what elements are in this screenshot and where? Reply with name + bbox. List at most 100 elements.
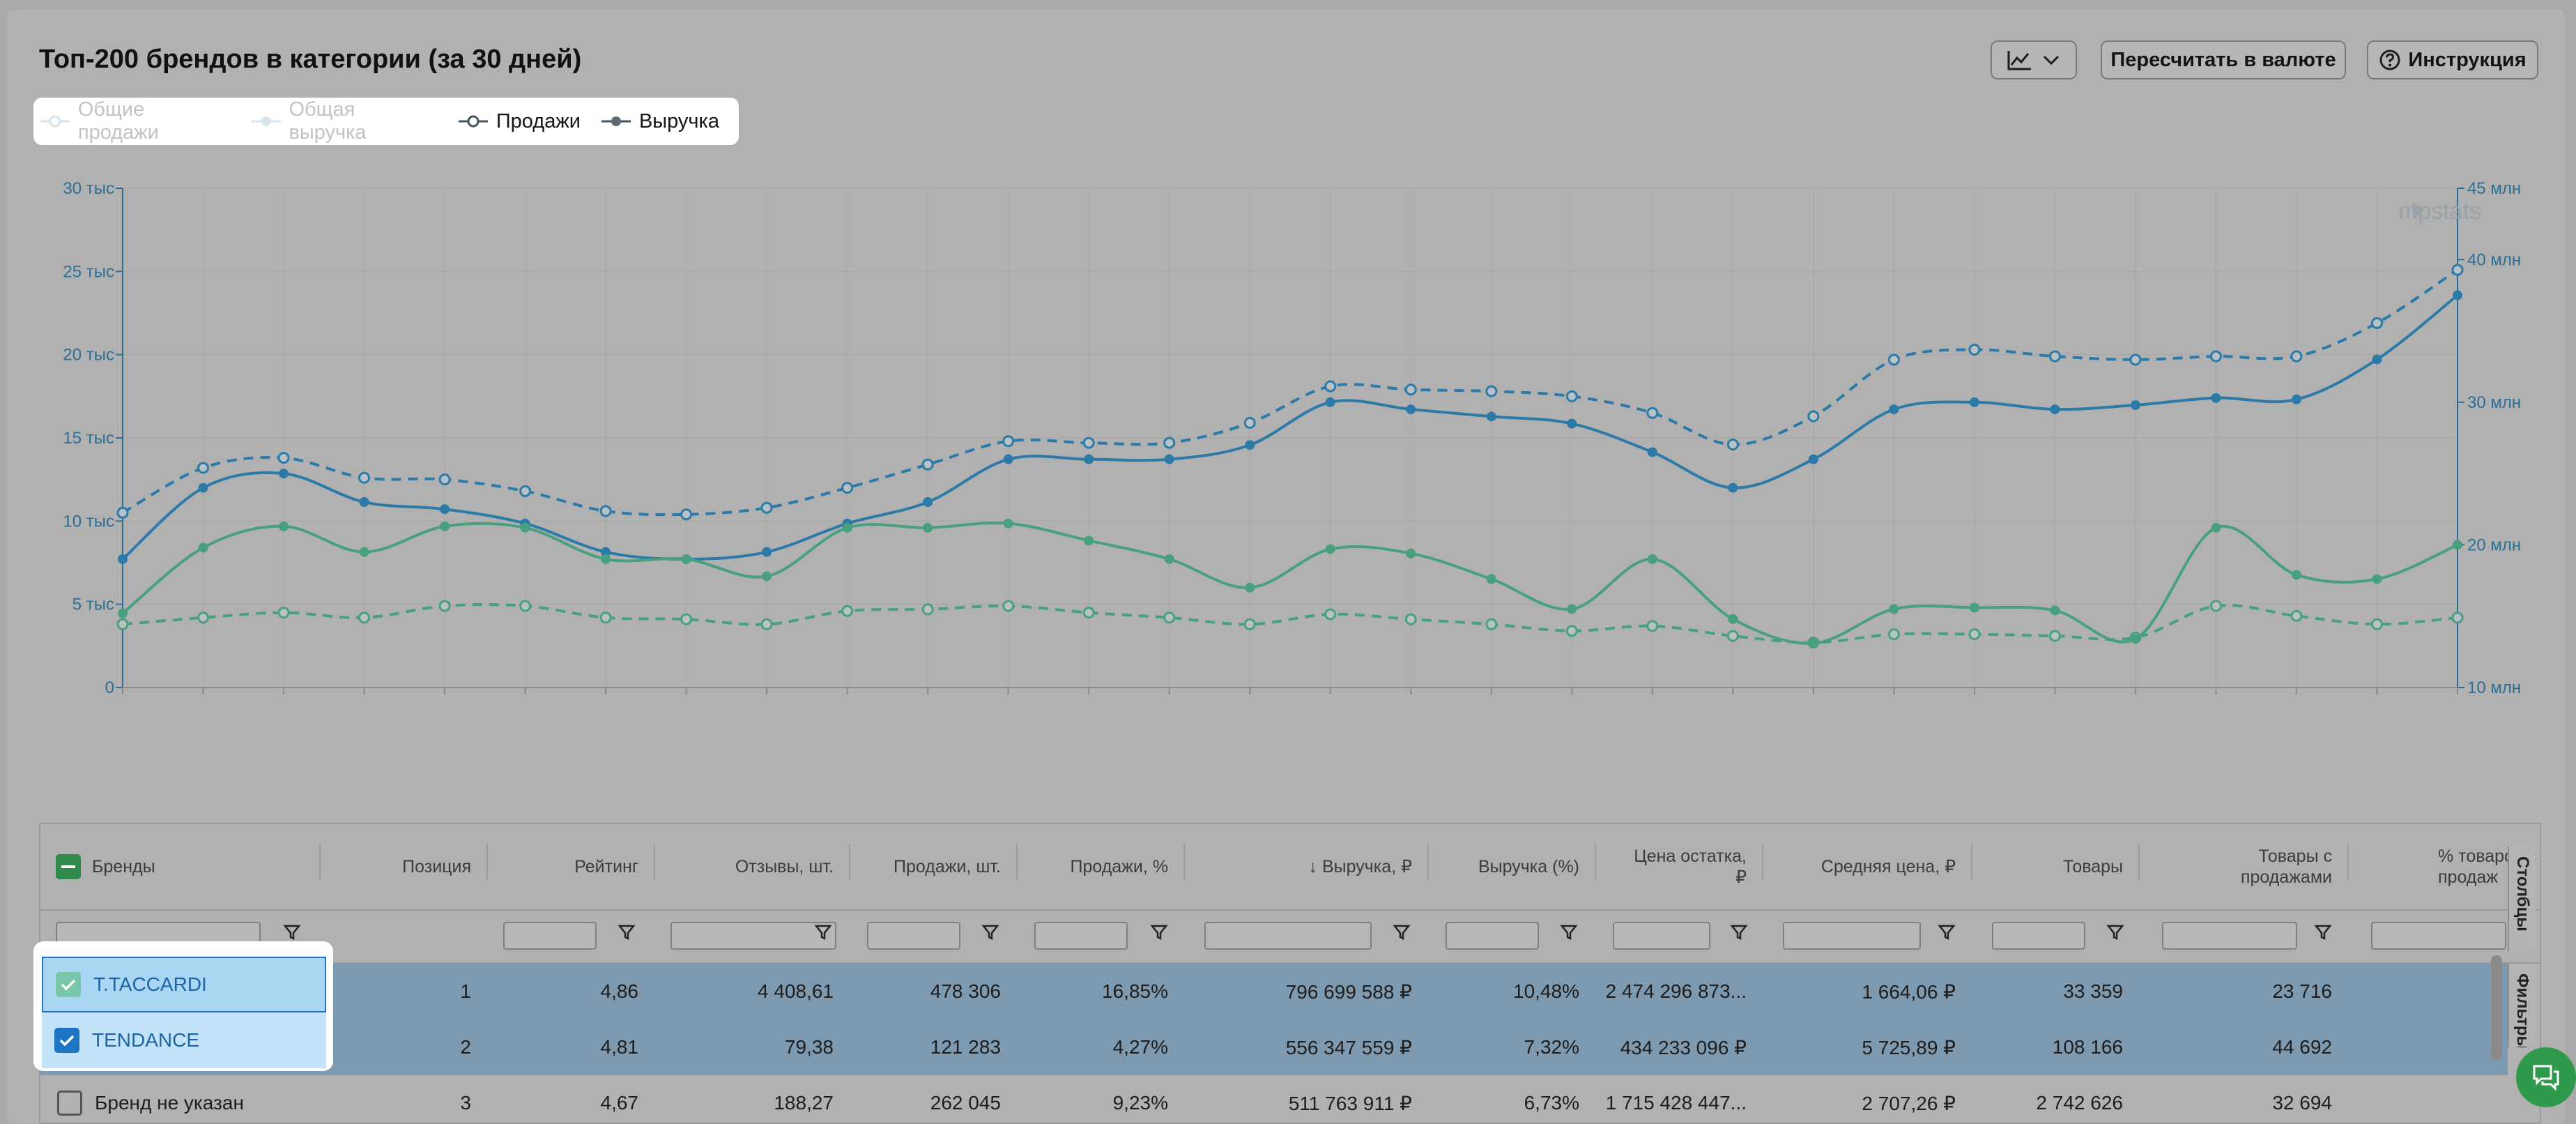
filter-icon[interactable] [1150, 923, 1168, 941]
series-point [2453, 290, 2462, 301]
column-header-sales[interactable]: Продажи, шт. [894, 857, 1001, 876]
series-point [841, 605, 854, 617]
series-point [841, 482, 854, 494]
filter-input-revenue-percent[interactable] [1446, 922, 1539, 950]
series-point [197, 462, 210, 474]
legend-revenue[interactable]: Выручка [600, 110, 719, 133]
legend-total-revenue[interactable]: Общая выручка [250, 98, 438, 144]
select-all-checkbox[interactable] [56, 854, 81, 879]
column-header-revenue[interactable]: ↓ Выручка, ₽ [1308, 857, 1412, 876]
column-header-stock-price[interactable]: Цена остатка, ₽ [1634, 846, 1747, 887]
row-checkbox[interactable] [56, 972, 81, 997]
series-point [1163, 612, 1176, 624]
series-point [198, 483, 208, 493]
table-row[interactable]: 1 4,86 4 408,61 478 306 16,85% 796 699 5… [40, 964, 2508, 1019]
series-point [1084, 536, 1094, 546]
series-point [116, 618, 129, 630]
series-point [359, 497, 369, 508]
right-axis-tick-label: 10 млн [2467, 678, 2521, 697]
table-row[interactable]: 2 4,81 79,38 121 283 4,27% 556 347 559 ₽… [40, 1019, 2508, 1075]
column-header-rating[interactable]: Рейтинг [574, 857, 638, 876]
filter-input-stock-price[interactable] [1613, 922, 1710, 950]
cell-sales-percent: 9,23% [1112, 1092, 1168, 1114]
columns-side-tab[interactable]: Столбцы [2508, 846, 2536, 951]
series-point [2129, 354, 2142, 366]
cell-sales-percent: 4,27% [1112, 1036, 1168, 1058]
series-line-0 [122, 268, 2459, 517]
help-label: Инструкция [2408, 48, 2527, 71]
filters-side-tab[interactable]: Фильтры [2508, 964, 2536, 1047]
table-row[interactable]: Бренд не указан 3 4,67 188,27 262 045 9,… [40, 1075, 2508, 1123]
cell-rating: 4,86 [600, 980, 639, 1002]
filter-input-revenue[interactable] [1204, 922, 1372, 950]
brand-cell[interactable]: T.TACCARDI [42, 957, 326, 1012]
brand-name[interactable]: TENDANCE [92, 1029, 200, 1051]
filter-icon[interactable] [2314, 923, 2332, 941]
filter-input-avg-price[interactable] [1783, 922, 1921, 950]
filter-icon[interactable] [1393, 923, 1411, 941]
series-point [760, 618, 773, 630]
cell-sales: 262 045 [930, 1092, 1001, 1114]
series-point [519, 485, 532, 497]
series-point [2050, 404, 2060, 415]
filter-input-products-with-sales[interactable] [2162, 922, 2297, 950]
filter-icon[interactable] [1560, 923, 1578, 941]
row-checkbox[interactable] [54, 1028, 79, 1053]
filter-icon[interactable] [2106, 923, 2124, 941]
filter-input-sales[interactable] [867, 922, 960, 950]
series-point [2291, 570, 2301, 580]
recalc-currency-button[interactable]: Пересчитать в валюте [2101, 40, 2346, 79]
cell-reviews: 79,38 [784, 1036, 834, 1058]
series-point [1485, 385, 1498, 397]
filter-input-percent-with-sales[interactable] [2371, 922, 2506, 950]
left-axis-tick-label: 15 тыс [63, 429, 114, 448]
column-header-sales-percent[interactable]: Продажи, % [1070, 857, 1168, 876]
series-point [1406, 548, 1416, 559]
chat-icon [2533, 1065, 2559, 1091]
brand-name[interactable]: T.TACCARDI [93, 973, 207, 995]
filter-icon[interactable] [283, 923, 301, 941]
filter-input-reviews[interactable] [670, 922, 836, 950]
column-header-revenue-percent[interactable]: Выручка (%) [1478, 857, 1579, 876]
cell-products-with-sales: 32 694 [2272, 1092, 2332, 1114]
filter-icon[interactable] [618, 923, 636, 941]
row-checkbox[interactable] [57, 1091, 82, 1116]
brand-cell[interactable]: Бренд не указан [40, 1075, 319, 1123]
column-header-products-with-sales[interactable]: Товары с продажами [2240, 846, 2332, 887]
left-axis-tick-label: 30 тыс [63, 179, 114, 198]
column-header-products[interactable]: Товары [2063, 857, 2123, 876]
legend-sales[interactable]: Продажи [457, 110, 581, 133]
series-point [1406, 404, 1416, 415]
filter-input-sales-percent[interactable] [1034, 922, 1128, 950]
column-header-position[interactable]: Позиция [402, 857, 471, 876]
series-point [1969, 602, 1979, 613]
table-scrollbar[interactable] [2491, 955, 2502, 1060]
series-point [601, 554, 611, 564]
filter-icon[interactable] [814, 923, 832, 941]
cell-revenue-percent: 7,32% [1524, 1036, 1579, 1058]
filter-input-products[interactable] [1992, 922, 2085, 950]
column-header-brands[interactable]: Бренды [40, 824, 319, 909]
column-header-avg-price[interactable]: Средняя цена, ₽ [1820, 857, 1956, 876]
series-point [1889, 604, 1899, 614]
filter-icon[interactable] [981, 923, 999, 941]
brand-cell[interactable]: TENDANCE [42, 1012, 326, 1068]
filter-icon[interactable] [1938, 923, 1956, 941]
column-separator [2138, 844, 2140, 880]
series-line-2 [122, 602, 2458, 644]
cell-revenue-percent: 10,48% [1513, 980, 1579, 1002]
series-point [1002, 435, 1015, 448]
cell-revenue: 796 699 588 ₽ [1285, 980, 1412, 1003]
left-axis-tick-label: 0 [105, 678, 114, 697]
chat-button[interactable] [2516, 1047, 2576, 1107]
cell-products: 2 742 626 [2036, 1092, 2123, 1114]
chevron-down-icon [2043, 55, 2060, 66]
chart-type-button[interactable] [1991, 40, 2077, 79]
help-button[interactable]: Инструкция [2367, 40, 2538, 79]
series-point [2370, 618, 2383, 630]
column-header-reviews[interactable]: Отзывы, шт. [735, 857, 834, 876]
filter-input-rating[interactable] [503, 922, 597, 950]
series-point [1164, 554, 1174, 564]
filter-icon[interactable] [1730, 923, 1748, 941]
legend-total-sales[interactable]: Общие продажи [39, 98, 231, 144]
